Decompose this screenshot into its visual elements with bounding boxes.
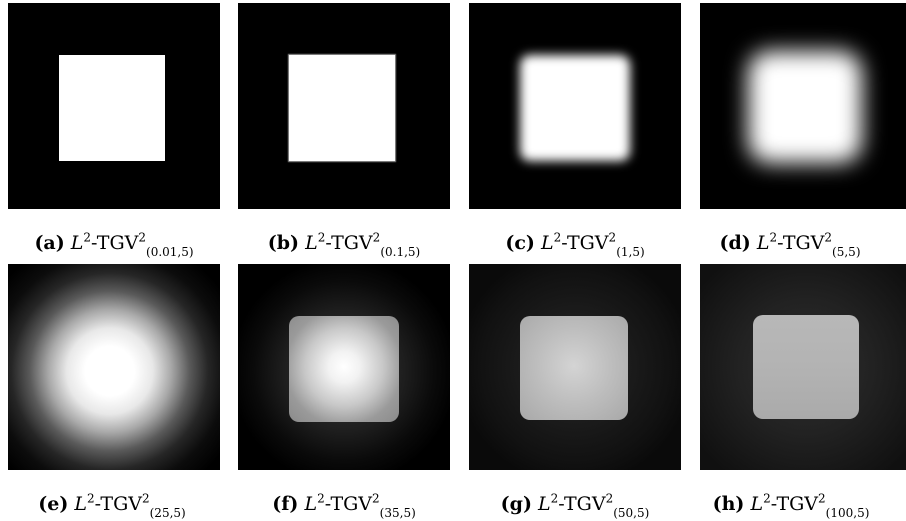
panel-d-image [700,3,906,209]
gray-square [520,316,628,420]
caption-e: (e) L2-TGV2(25,5) [38,491,186,520]
caption-g: (g) L2-TGV2(50,5) [500,491,650,520]
blurred-square [520,55,630,161]
gray-square [753,315,859,419]
panel-g-image [469,264,681,470]
caption-h: (h) L2-TGV2(100,5) [712,491,870,520]
panel-b-image [238,3,450,209]
gray-square [289,316,399,422]
diffuse-glow [8,264,220,470]
panel-c-image [469,3,681,209]
panel-a-image [8,3,220,209]
panel-h-image [700,264,906,470]
panel-f-image [238,264,450,470]
blurred-square [748,51,862,163]
caption-b: (b) L2-TGV2(0.1,5) [267,230,421,259]
caption-f: (f) L2-TGV2(35,5) [272,491,416,520]
white-square [59,55,165,161]
caption-c: (c) L2-TGV2(1,5) [505,230,645,259]
panel-e-image [8,264,220,470]
white-square [289,55,395,161]
caption-a: (a) L2-TGV2(0.01,5) [34,230,194,259]
caption-d: (d) L2-TGV2(5,5) [719,230,861,259]
